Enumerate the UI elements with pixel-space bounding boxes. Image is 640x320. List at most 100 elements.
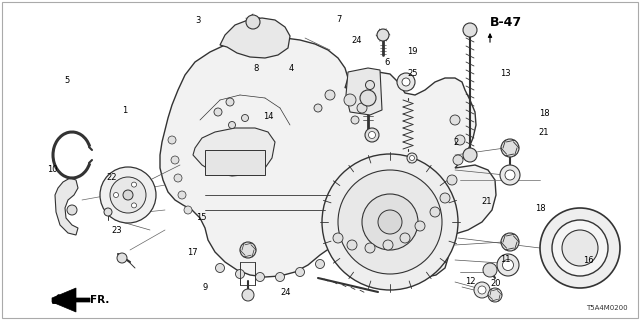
Circle shape <box>463 23 477 37</box>
Circle shape <box>400 233 410 243</box>
Text: 19: 19 <box>408 47 418 56</box>
Polygon shape <box>55 178 78 235</box>
Text: 14: 14 <box>264 112 274 121</box>
Circle shape <box>351 116 359 124</box>
Text: 22: 22 <box>107 173 117 182</box>
Circle shape <box>415 221 425 231</box>
Circle shape <box>100 167 156 223</box>
Circle shape <box>325 90 335 100</box>
Text: 17: 17 <box>187 248 197 257</box>
Text: 16: 16 <box>584 256 594 265</box>
Circle shape <box>501 139 519 157</box>
Text: 13: 13 <box>500 69 511 78</box>
Circle shape <box>502 260 513 270</box>
Circle shape <box>463 148 477 162</box>
Circle shape <box>455 135 465 145</box>
Circle shape <box>347 240 357 250</box>
Polygon shape <box>160 38 496 278</box>
Circle shape <box>505 170 515 180</box>
Circle shape <box>562 230 598 266</box>
Text: 20: 20 <box>491 279 501 288</box>
Text: B-47: B-47 <box>490 15 522 28</box>
Polygon shape <box>52 288 90 312</box>
Circle shape <box>110 177 146 213</box>
Circle shape <box>360 90 376 106</box>
Circle shape <box>113 193 118 197</box>
Circle shape <box>178 191 186 199</box>
Circle shape <box>236 269 244 278</box>
Circle shape <box>226 98 234 106</box>
Circle shape <box>246 15 260 29</box>
Circle shape <box>365 243 375 253</box>
Circle shape <box>171 156 179 164</box>
Circle shape <box>314 104 322 112</box>
Text: 7: 7 <box>337 15 342 24</box>
Text: 9: 9 <box>202 284 207 292</box>
Circle shape <box>131 182 136 187</box>
Text: 2: 2 <box>453 138 458 147</box>
Circle shape <box>501 233 519 251</box>
Circle shape <box>447 175 457 185</box>
Text: 1: 1 <box>122 106 127 115</box>
Text: 24: 24 <box>281 288 291 297</box>
Circle shape <box>369 132 376 139</box>
Circle shape <box>184 206 192 214</box>
Circle shape <box>552 220 608 276</box>
Text: 15: 15 <box>196 213 207 222</box>
Text: 18: 18 <box>539 109 549 118</box>
Circle shape <box>242 289 254 301</box>
Circle shape <box>104 208 112 216</box>
Circle shape <box>402 78 410 86</box>
Circle shape <box>241 115 248 122</box>
Text: 4: 4 <box>289 64 294 73</box>
Circle shape <box>322 154 458 290</box>
Polygon shape <box>193 128 275 176</box>
Circle shape <box>383 240 393 250</box>
Circle shape <box>410 156 415 161</box>
Polygon shape <box>346 68 382 115</box>
Circle shape <box>67 205 77 215</box>
Circle shape <box>362 194 418 250</box>
Text: 24: 24 <box>352 36 362 45</box>
Circle shape <box>123 190 133 200</box>
Text: 8: 8 <box>253 64 259 73</box>
Polygon shape <box>220 18 290 58</box>
Circle shape <box>365 128 379 142</box>
Circle shape <box>240 242 256 258</box>
Circle shape <box>275 273 285 282</box>
Text: 21: 21 <box>539 128 549 137</box>
Circle shape <box>333 233 343 243</box>
Text: 12: 12 <box>465 277 476 286</box>
Text: FR.: FR. <box>90 295 109 305</box>
Circle shape <box>131 203 136 208</box>
Circle shape <box>407 153 417 163</box>
FancyArrowPatch shape <box>53 293 72 303</box>
Circle shape <box>497 254 519 276</box>
Circle shape <box>500 165 520 185</box>
Circle shape <box>174 174 182 182</box>
Circle shape <box>357 103 367 113</box>
Circle shape <box>316 260 324 268</box>
Circle shape <box>117 253 127 263</box>
Text: 3: 3 <box>196 16 201 25</box>
Circle shape <box>483 263 497 277</box>
Circle shape <box>397 73 415 91</box>
Circle shape <box>344 94 356 106</box>
Circle shape <box>214 108 222 116</box>
Circle shape <box>377 29 389 41</box>
Text: 5: 5 <box>65 76 70 84</box>
Text: 11: 11 <box>500 255 511 264</box>
Circle shape <box>488 288 502 302</box>
Text: 25: 25 <box>408 69 418 78</box>
Text: 18: 18 <box>536 204 546 212</box>
Circle shape <box>338 170 442 274</box>
Circle shape <box>296 268 305 276</box>
Circle shape <box>430 207 440 217</box>
Circle shape <box>450 115 460 125</box>
Circle shape <box>453 155 463 165</box>
Circle shape <box>478 286 486 294</box>
Circle shape <box>365 81 374 90</box>
Text: T5A4M0200: T5A4M0200 <box>586 305 628 311</box>
Polygon shape <box>205 150 265 175</box>
Circle shape <box>378 210 402 234</box>
